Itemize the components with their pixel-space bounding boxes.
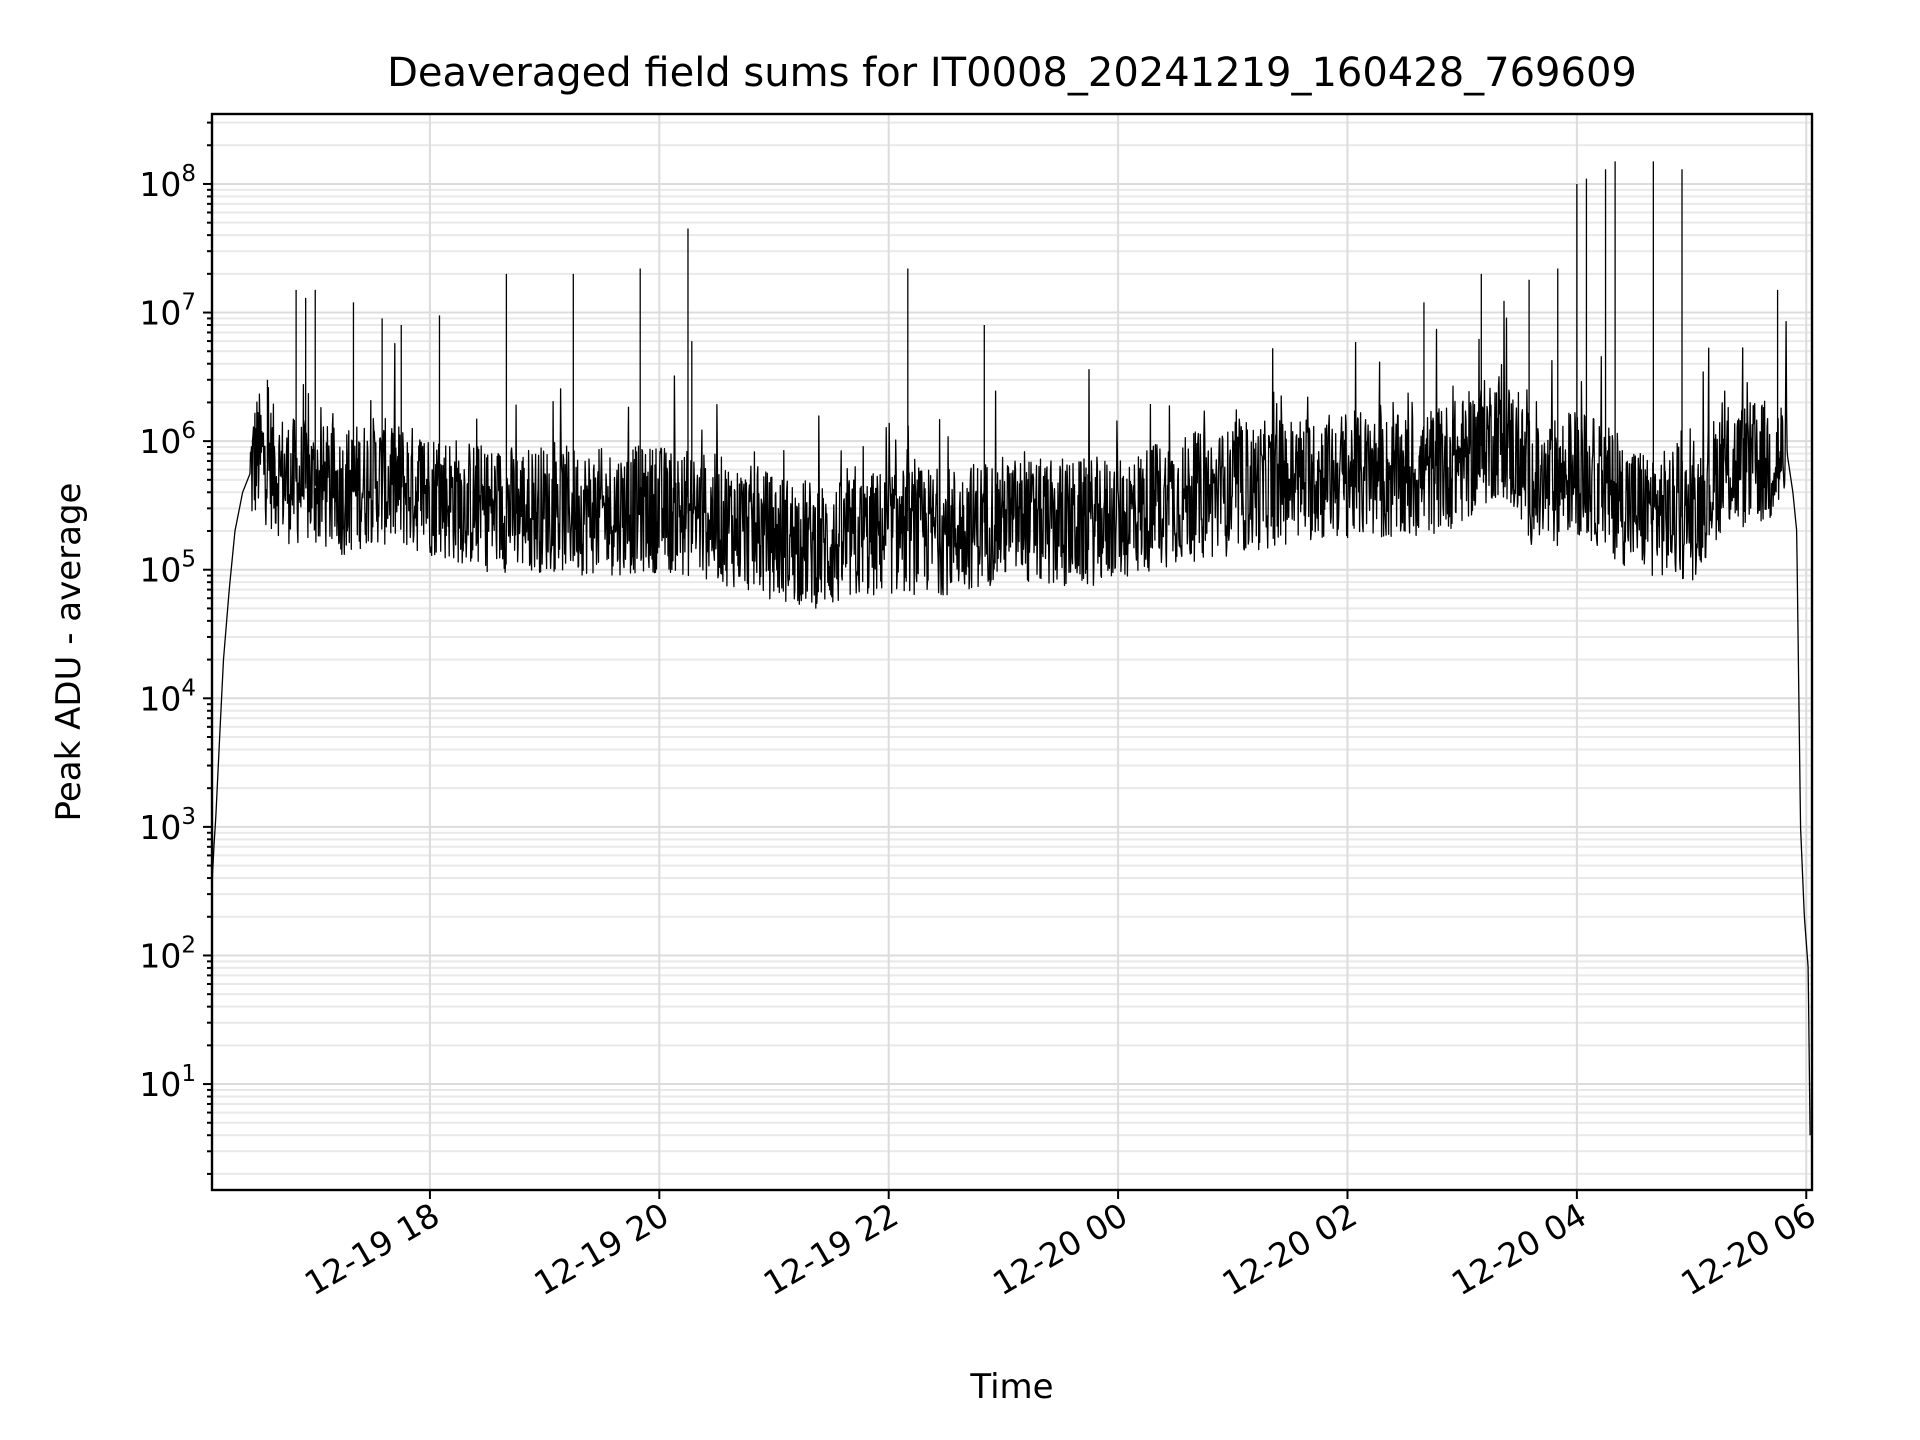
x-axis-label: Time — [969, 1367, 1053, 1407]
y-tick-label: 106 — [139, 418, 196, 461]
y-axis-label: Peak ADU - average — [49, 483, 89, 822]
y-tick-label: 107 — [139, 290, 196, 333]
minor-gridlines — [212, 121, 1812, 1175]
series-layer — [211, 161, 1811, 1136]
series-line — [211, 300, 1811, 1136]
y-tick-label: 102 — [139, 932, 196, 975]
y-tick-label: 103 — [139, 804, 196, 847]
plot-frame — [210, 112, 1814, 1192]
y-tick-label: 108 — [139, 161, 196, 204]
chart-title: Deaveraged field sums for IT0008_2024121… — [387, 50, 1637, 96]
y-axis-ticks: 101 102 103 104 105 106 107 108 — [139, 121, 212, 1175]
y-tick-label: 101 — [139, 1061, 196, 1104]
y-tick-label: 105 — [139, 547, 196, 590]
y-tick-label: 104 — [139, 675, 196, 718]
